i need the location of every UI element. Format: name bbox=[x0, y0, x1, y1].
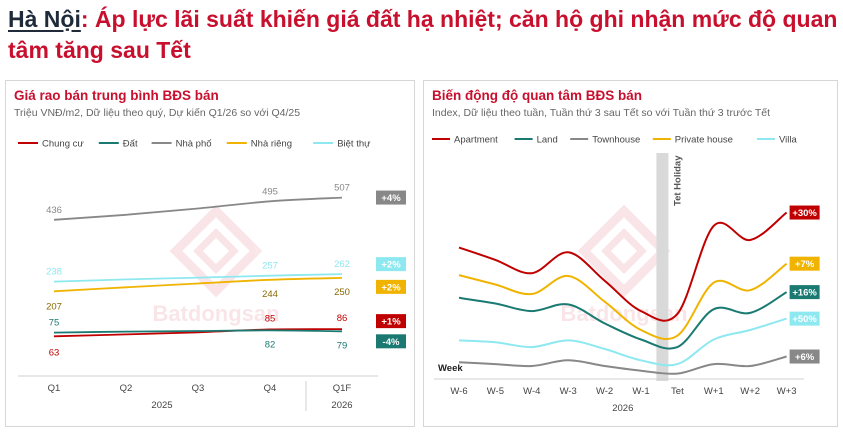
year-label-0: 2025 bbox=[151, 400, 172, 411]
change-badge-1-bg bbox=[376, 334, 406, 349]
x-tick-6: Tet bbox=[671, 386, 684, 397]
series-line-2 bbox=[458, 355, 787, 375]
change-badge-0-bg bbox=[789, 205, 820, 220]
change-badge-1: +16% bbox=[792, 288, 817, 299]
watermark-text: Batdongsan bbox=[560, 301, 687, 326]
holiday-band bbox=[656, 153, 669, 381]
data-label-3-3: 244 bbox=[262, 289, 278, 300]
data-label-3-4: 250 bbox=[334, 287, 350, 298]
change-badge-4: +50% bbox=[792, 314, 817, 325]
legend-label-0: Chung cư bbox=[42, 139, 84, 150]
legend-label-0: Apartment bbox=[454, 135, 498, 146]
data-label-0-3: 85 bbox=[265, 313, 276, 324]
data-label-3-0: 207 bbox=[46, 301, 62, 312]
watermark-logo-inner bbox=[601, 228, 647, 274]
legend-label-4: Villa bbox=[779, 135, 797, 146]
x-tick-4: Q1F bbox=[333, 383, 352, 394]
data-label-4-0: 238 bbox=[46, 267, 62, 278]
x-tick-1: Q2 bbox=[120, 383, 133, 394]
interest-chart-subtitle: Index, Dữ liệu theo tuần, Tuần thứ 3 sau… bbox=[432, 107, 771, 119]
data-label-4-3: 257 bbox=[262, 261, 278, 272]
x-tick-0: Q1 bbox=[48, 383, 61, 394]
interest-chart-panel: Biến động độ quan tâm BĐS bán Index, Dữ … bbox=[423, 80, 838, 427]
series-line-1 bbox=[458, 291, 788, 350]
interest-chart-svg: Batdongsan Apartment Land Townhouse Private … bbox=[432, 135, 820, 414]
x-tick-8: W+2 bbox=[740, 386, 760, 397]
interest-chart-title: Biến động độ quan tâm BĐS bán bbox=[432, 88, 642, 103]
change-badge-4-bg bbox=[376, 257, 406, 272]
year-label: 2026 bbox=[612, 403, 633, 414]
price-chart-subtitle: Triệu VNĐ/m2, Dữ liệu theo quý, Dự kiến … bbox=[14, 107, 301, 119]
legend-label-4: Biệt thự bbox=[337, 139, 371, 150]
change-badge-0-bg bbox=[376, 314, 406, 329]
change-badge-2-bg bbox=[789, 349, 820, 364]
x-tick-0: W-6 bbox=[450, 386, 467, 397]
x-tick-4: W-2 bbox=[596, 386, 613, 397]
series-line-3 bbox=[458, 262, 788, 340]
change-badge-2: +6% bbox=[795, 352, 815, 363]
x-tick-2: W-4 bbox=[523, 386, 540, 397]
watermark-text: Batdongsan bbox=[152, 301, 279, 326]
week-label: Week bbox=[438, 363, 463, 374]
headline: Hà Nội: Áp lực lãi suất khiến giá đất hạ… bbox=[8, 4, 838, 66]
series-line-2 bbox=[53, 196, 343, 221]
change-badge-3: +7% bbox=[795, 259, 815, 270]
legend-label-3: Private house bbox=[675, 135, 733, 146]
data-label-2-3: 495 bbox=[262, 186, 278, 197]
data-label-1-4: 79 bbox=[337, 340, 348, 351]
x-tick-7: W+1 bbox=[704, 386, 724, 397]
change-badge-3-bg bbox=[789, 256, 820, 271]
headline-text: : Áp lực lãi suất khiến giá đất hạ nhiệt… bbox=[8, 6, 838, 63]
change-badge-2-bg bbox=[376, 190, 406, 205]
data-label-1-3: 82 bbox=[265, 339, 276, 350]
data-label-2-0: 436 bbox=[46, 205, 62, 216]
change-badge-4-bg bbox=[789, 311, 820, 326]
legend-label-1: Đất bbox=[123, 139, 138, 150]
x-tick-2: Q3 bbox=[192, 383, 205, 394]
change-badge-3-bg bbox=[376, 279, 406, 294]
change-badge-1: -4% bbox=[383, 337, 400, 348]
legend-label-2: Nhà phố bbox=[176, 139, 213, 150]
price-chart-svg: Batdongsan Chung cư Đất Nhà phố Nhà riêng Biệ… bbox=[18, 139, 406, 411]
change-badge-0: +30% bbox=[792, 208, 817, 219]
series-line-1 bbox=[53, 329, 343, 334]
change-badge-4: +2% bbox=[381, 260, 401, 271]
legend-label-2: Townhouse bbox=[592, 135, 640, 146]
year-label-1: 2026 bbox=[331, 400, 352, 411]
change-badge-1-bg bbox=[789, 285, 820, 300]
series-line-0 bbox=[53, 328, 343, 338]
legend-label-3: Nhà riêng bbox=[251, 139, 292, 150]
change-badge-3: +2% bbox=[381, 282, 401, 293]
data-label-4-4: 262 bbox=[334, 259, 350, 270]
series-line-4 bbox=[53, 273, 343, 283]
price-chart-panel: Giá rao bán trung bình BĐS bán Triệu VNĐ… bbox=[5, 80, 415, 427]
holiday-label: Tet Holiday bbox=[672, 155, 683, 206]
data-label-1-0: 75 bbox=[49, 318, 60, 329]
legend-label-1: Land bbox=[537, 135, 558, 146]
series-line-0 bbox=[458, 211, 788, 322]
watermark: Batdongsan bbox=[152, 204, 280, 326]
change-badge-2: +4% bbox=[381, 193, 401, 204]
data-label-0-0: 63 bbox=[49, 347, 60, 358]
change-badge-0: +1% bbox=[381, 317, 401, 328]
x-tick-3: Q4 bbox=[264, 383, 277, 394]
x-tick-9: W+3 bbox=[777, 386, 797, 397]
data-label-0-4: 86 bbox=[337, 313, 348, 324]
x-tick-5: W-1 bbox=[632, 386, 649, 397]
price-chart-title: Giá rao bán trung bình BĐS bán bbox=[14, 88, 219, 103]
headline-city: Hà Nội bbox=[8, 6, 81, 32]
x-tick-1: W-5 bbox=[487, 386, 504, 397]
data-label-2-4: 507 bbox=[334, 183, 350, 194]
series-line-3 bbox=[53, 277, 343, 293]
series-line-4 bbox=[458, 317, 787, 367]
watermark-logo-outer bbox=[577, 204, 671, 298]
x-tick-3: W-3 bbox=[560, 386, 577, 397]
watermark-logo-inner bbox=[193, 228, 239, 274]
watermark-logo-outer bbox=[169, 204, 263, 298]
